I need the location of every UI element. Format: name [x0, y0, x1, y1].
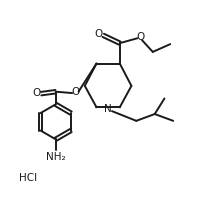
Text: O: O	[32, 88, 40, 98]
Text: HCl: HCl	[19, 173, 38, 183]
Text: N: N	[104, 104, 112, 114]
Text: NH₂: NH₂	[46, 152, 65, 162]
Text: O: O	[94, 29, 103, 39]
Text: O: O	[137, 32, 145, 42]
Text: O: O	[71, 87, 80, 97]
